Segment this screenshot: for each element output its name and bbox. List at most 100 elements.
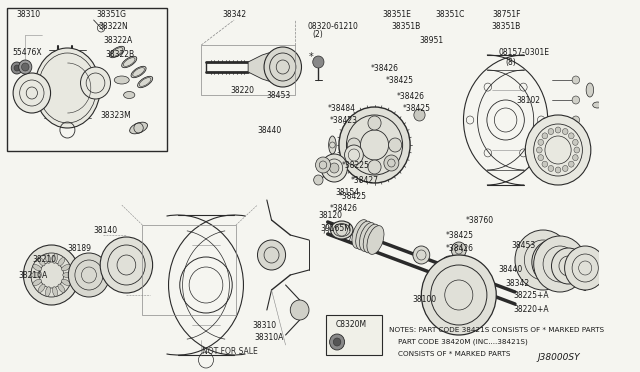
Text: 38210A: 38210A <box>19 270 48 279</box>
Text: 38440: 38440 <box>498 266 522 275</box>
Circle shape <box>574 147 580 153</box>
Text: *38426: *38426 <box>445 244 474 253</box>
Text: 38140: 38140 <box>93 225 118 234</box>
Circle shape <box>12 62 22 74</box>
Text: 38220: 38220 <box>230 86 254 94</box>
Text: *38423: *38423 <box>330 115 358 125</box>
Ellipse shape <box>122 56 137 68</box>
Circle shape <box>388 138 402 152</box>
Circle shape <box>100 237 152 293</box>
Circle shape <box>81 67 111 99</box>
Ellipse shape <box>364 224 380 253</box>
Ellipse shape <box>38 284 45 292</box>
Circle shape <box>548 128 554 135</box>
Circle shape <box>22 63 29 71</box>
Circle shape <box>536 147 542 153</box>
Circle shape <box>24 245 79 305</box>
Text: 55476X: 55476X <box>12 48 42 57</box>
Ellipse shape <box>58 284 65 292</box>
Circle shape <box>563 166 568 171</box>
Text: 38323M: 38323M <box>100 110 131 119</box>
Text: 38220+A: 38220+A <box>513 305 548 314</box>
Ellipse shape <box>38 257 45 266</box>
Text: (2): (2) <box>313 29 323 38</box>
Circle shape <box>339 107 410 183</box>
Ellipse shape <box>360 222 376 251</box>
Text: 38322N: 38322N <box>99 22 128 31</box>
Text: (8): (8) <box>506 58 516 67</box>
Text: 38189: 38189 <box>67 244 92 253</box>
Ellipse shape <box>45 254 51 263</box>
Circle shape <box>572 96 580 104</box>
Text: *38425: *38425 <box>445 231 474 240</box>
Ellipse shape <box>352 219 369 248</box>
Circle shape <box>556 127 561 133</box>
Text: 38102: 38102 <box>516 96 540 105</box>
Circle shape <box>568 133 574 139</box>
Bar <box>326 315 382 355</box>
Text: 38310A: 38310A <box>255 334 284 343</box>
Circle shape <box>573 140 578 145</box>
Text: 38951: 38951 <box>419 35 444 45</box>
Text: 08320-61210: 08320-61210 <box>307 22 358 31</box>
Bar <box>8 8 166 151</box>
Ellipse shape <box>52 287 58 296</box>
Circle shape <box>568 161 574 167</box>
Text: *: * <box>308 52 313 62</box>
Text: 38154: 38154 <box>335 187 359 196</box>
Polygon shape <box>248 52 271 82</box>
Text: 38351G: 38351G <box>97 10 127 19</box>
Circle shape <box>314 175 323 185</box>
Circle shape <box>257 240 285 270</box>
Text: *38760: *38760 <box>465 215 493 224</box>
Ellipse shape <box>61 264 70 271</box>
Circle shape <box>515 230 571 290</box>
Text: 38453: 38453 <box>267 90 291 99</box>
Circle shape <box>572 116 580 124</box>
Circle shape <box>368 116 381 130</box>
Circle shape <box>313 56 324 68</box>
Text: J38000SY: J38000SY <box>538 353 580 362</box>
Ellipse shape <box>114 76 129 84</box>
Text: *38425: *38425 <box>386 76 414 84</box>
Circle shape <box>413 246 430 264</box>
Text: 39165M: 39165M <box>320 224 351 232</box>
Text: 38210: 38210 <box>33 256 57 264</box>
Ellipse shape <box>367 226 384 254</box>
Text: 38351E: 38351E <box>382 10 411 19</box>
Circle shape <box>563 128 568 135</box>
Circle shape <box>68 253 109 297</box>
Circle shape <box>316 157 330 173</box>
Circle shape <box>344 145 364 165</box>
Text: *38484: *38484 <box>328 103 356 112</box>
Circle shape <box>330 334 344 350</box>
Text: NOTES: PART CODE 38421S CONSISTS OF * MARKED PARTS: NOTES: PART CODE 38421S CONSISTS OF * MA… <box>388 327 604 333</box>
Circle shape <box>264 47 301 87</box>
Ellipse shape <box>109 46 125 58</box>
Text: 38120: 38120 <box>318 211 342 219</box>
Circle shape <box>19 60 32 74</box>
Text: NOT FOR SALE: NOT FOR SALE <box>202 347 257 356</box>
Text: *38425: *38425 <box>339 192 367 201</box>
Circle shape <box>321 154 348 182</box>
Circle shape <box>542 161 548 167</box>
Circle shape <box>532 240 573 284</box>
Text: 38351B: 38351B <box>392 22 420 31</box>
Circle shape <box>330 163 339 173</box>
Text: *38426: *38426 <box>371 64 399 73</box>
Circle shape <box>291 300 309 320</box>
Text: 38225+A: 38225+A <box>513 291 548 299</box>
Ellipse shape <box>356 221 372 250</box>
Text: 38310: 38310 <box>17 10 41 19</box>
Circle shape <box>414 109 425 121</box>
Circle shape <box>542 133 548 139</box>
Ellipse shape <box>586 83 594 97</box>
Circle shape <box>368 160 381 174</box>
Circle shape <box>564 246 606 290</box>
Text: *38426: *38426 <box>330 203 358 212</box>
Circle shape <box>333 338 341 346</box>
Ellipse shape <box>58 257 65 266</box>
Text: C8320M: C8320M <box>335 320 367 329</box>
Text: 38322B: 38322B <box>106 49 135 58</box>
Ellipse shape <box>329 136 336 154</box>
